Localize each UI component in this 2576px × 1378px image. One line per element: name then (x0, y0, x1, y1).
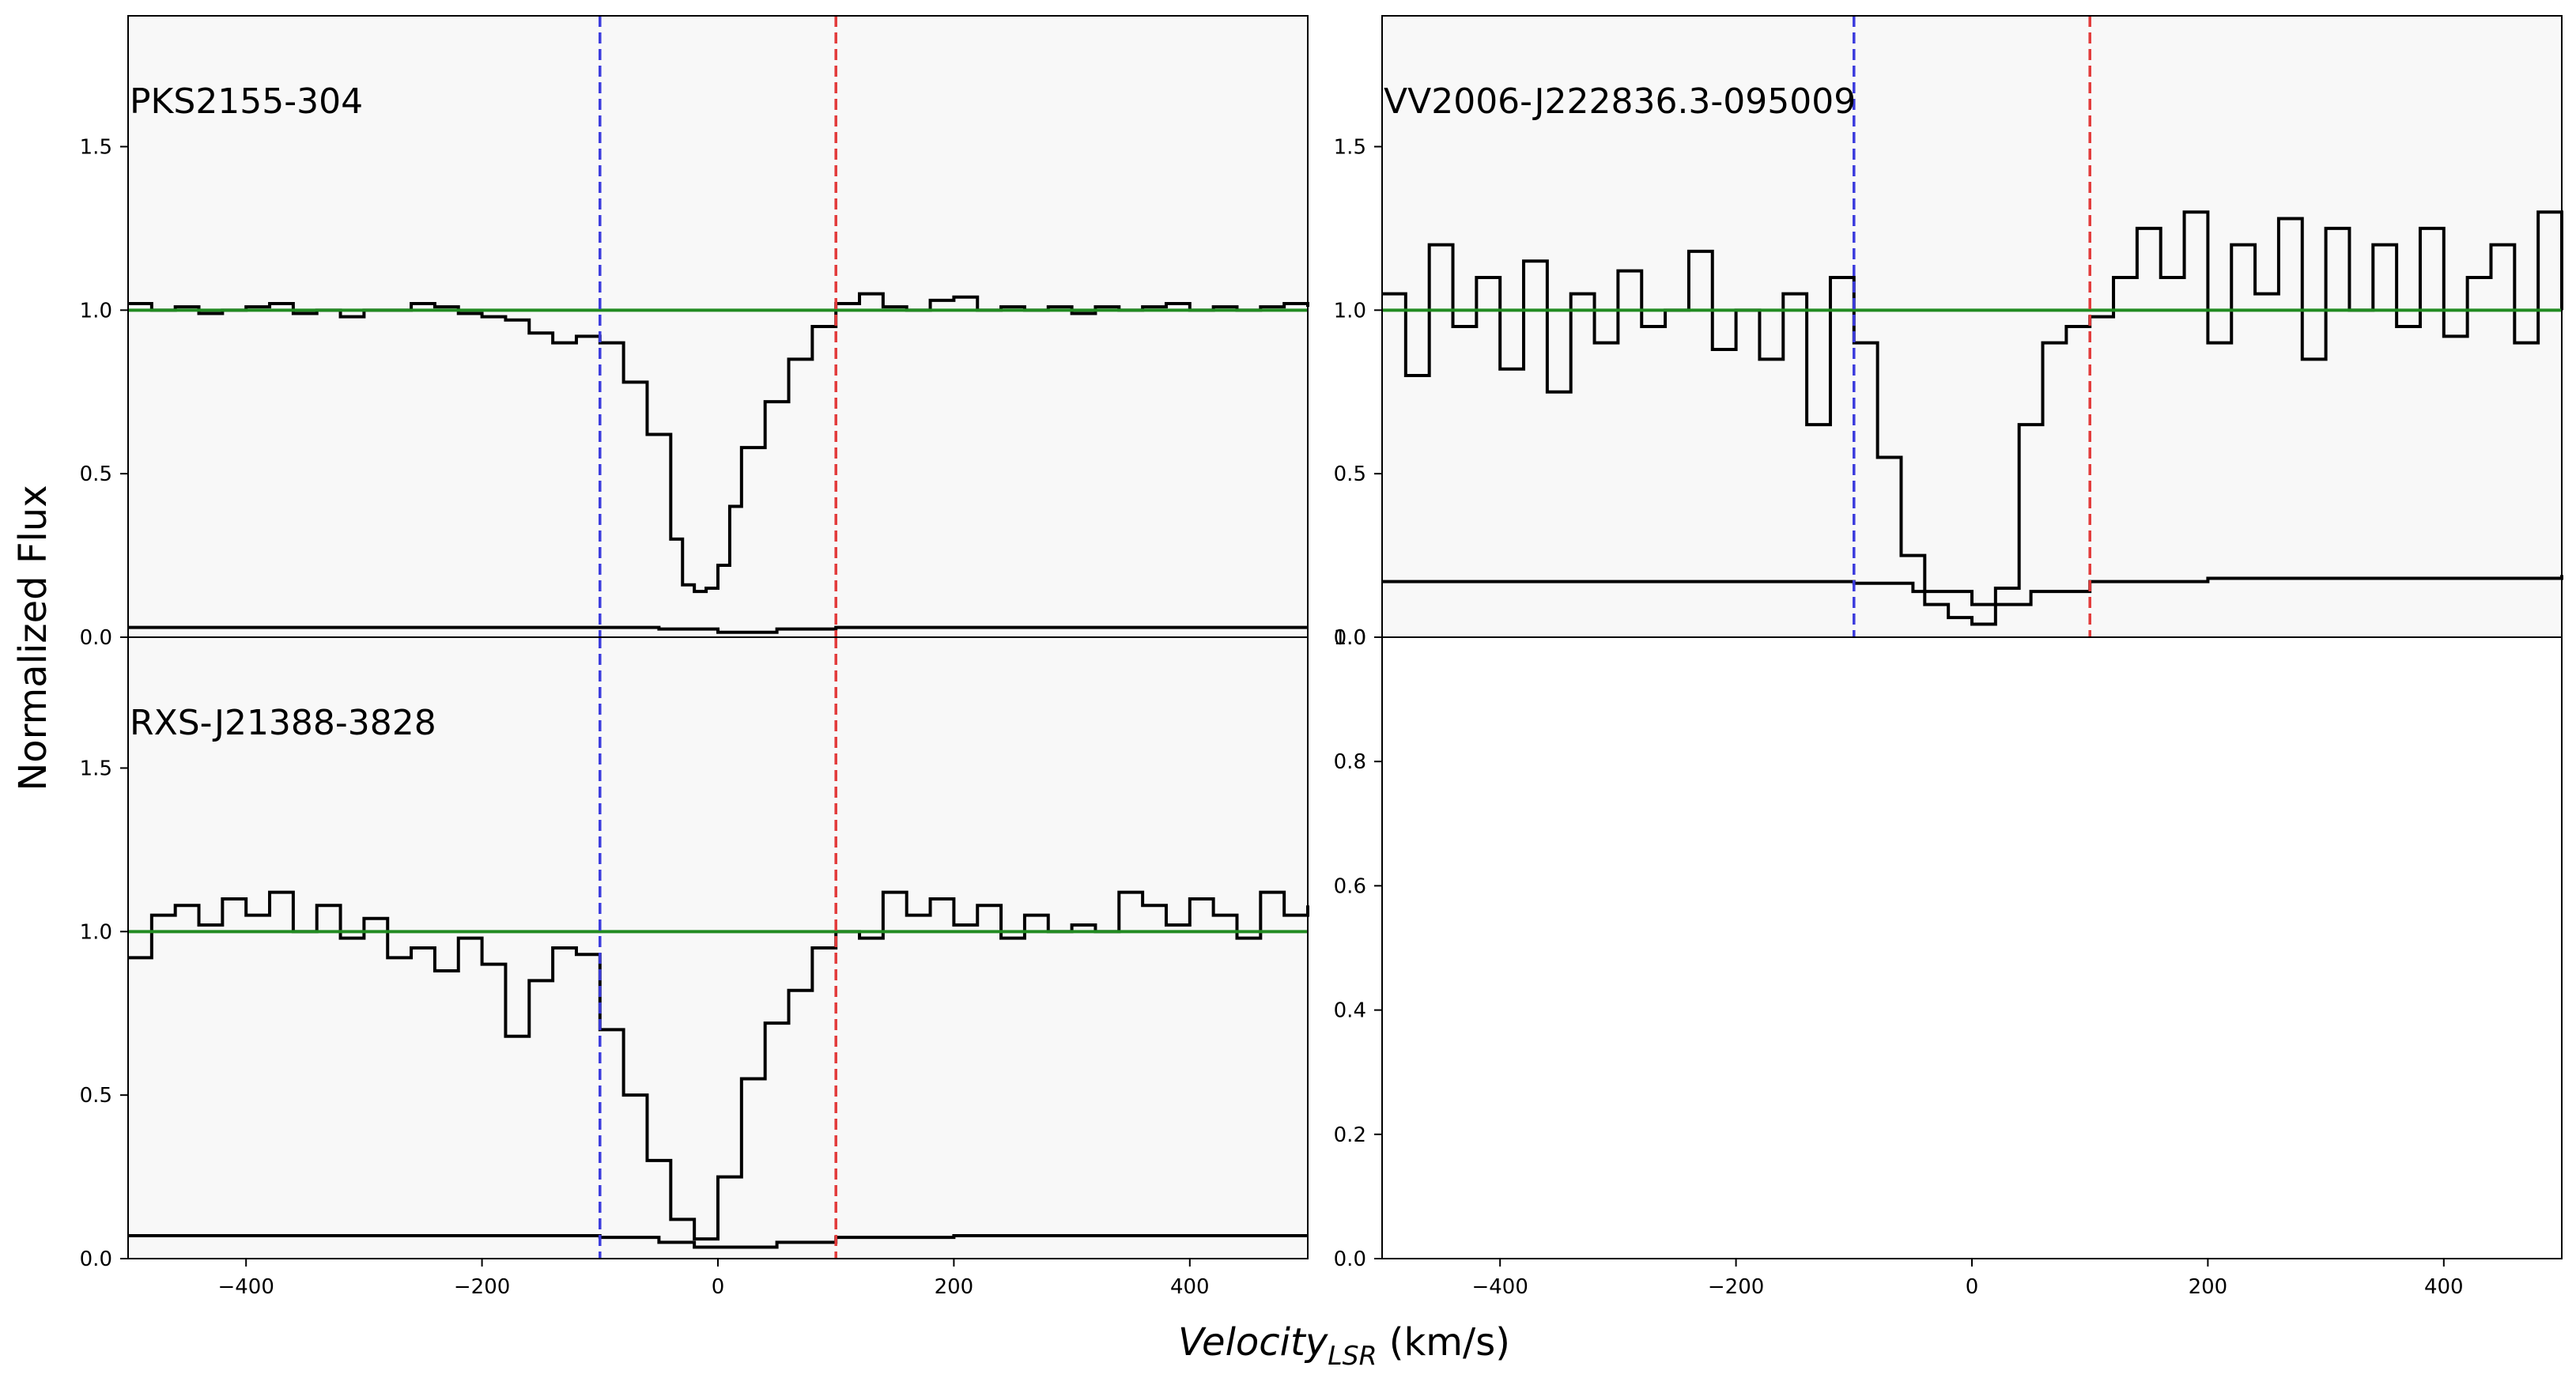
y-tick-label: 0.8 (1334, 750, 1366, 774)
flux-spectrum-line (128, 292, 1309, 594)
x-tick-label: −400 (1471, 1275, 1528, 1299)
x-axis-label: VelocityLSR (km/s) (1178, 1320, 1510, 1371)
panel-title: PKS2155-304 (130, 81, 363, 122)
y-tick-label: 0.0 (1334, 1248, 1366, 1271)
y-tick-label: 0.0 (1334, 626, 1366, 650)
x-tick-label: 0 (1966, 1275, 1979, 1299)
panel-bottom-left: 0.0 0.5 1.0 1.5 −400 −200 0 200 400 RXS-J21388-38… (80, 636, 1309, 1299)
panels: 0.0 0.5 1.0 1.5 PKS2155-304 0.0 0.5 1.0 1.5 VV200… (80, 15, 2563, 1299)
y-axis-label: Normalized Flux (11, 485, 55, 791)
y-tick-label: 1.5 (80, 135, 112, 159)
flux-spectrum-line (1382, 210, 2563, 626)
error-spectrum-line (128, 1234, 1308, 1249)
y-tick-label: 1.0 (80, 299, 112, 323)
x-axis-label-subscript: LSR (1328, 1340, 1377, 1371)
y-tick-label: 0.5 (80, 462, 112, 486)
y-tick-label: 0.2 (1334, 1123, 1366, 1147)
panel-title: VV2006-J222836.3-095009 (1384, 81, 1856, 122)
y-tick-label: 1.5 (1334, 135, 1366, 159)
x-axis-label-main: Velocity (1178, 1320, 1328, 1365)
plot-background (128, 637, 1308, 1259)
error-spectrum-line (128, 625, 1308, 634)
y-tick-label: 1.0 (1334, 299, 1366, 323)
flux-spectrum-line (128, 890, 1309, 1241)
x-tick-label: −200 (454, 1275, 510, 1299)
panel-top-left: 0.0 0.5 1.0 1.5 PKS2155-304 (80, 15, 1309, 650)
panel-top-right: 0.0 0.5 1.0 1.5 VV2006-J222836.3-095009 (1334, 15, 2563, 650)
panel-bottom-right: 0.0 0.2 0.4 0.6 0.8 1.0 −400 −200 0 200 400 (1334, 626, 2563, 1299)
x-tick-label: 400 (1170, 1275, 1210, 1299)
x-tick-label: 200 (2189, 1275, 2228, 1299)
y-tick-label: 0.5 (80, 1084, 112, 1108)
x-tick-label: 0 (712, 1275, 725, 1299)
x-tick-label: 400 (2424, 1275, 2464, 1299)
y-tick-label: 0.4 (1334, 999, 1366, 1023)
y-tick-label: 1.0 (80, 920, 112, 944)
plot-background (1382, 637, 2562, 1259)
y-tick-label: 0.6 (1334, 874, 1366, 898)
x-tick-label: −200 (1708, 1275, 1764, 1299)
y-tick-label: 0.0 (80, 1248, 112, 1271)
y-tick-label: 1.0 (1334, 626, 1366, 650)
panel-title: RXS-J21388-3828 (130, 703, 436, 743)
x-tick-label: −400 (217, 1275, 274, 1299)
x-tick-label: 200 (935, 1275, 974, 1299)
plot-background (1382, 16, 2562, 637)
plot-background (128, 16, 1308, 637)
y-tick-label: 0.5 (1334, 462, 1366, 486)
x-axis-label-unit: (km/s) (1377, 1320, 1510, 1365)
y-tick-label: 0.0 (80, 626, 112, 650)
y-tick-label: 1.5 (80, 757, 112, 780)
